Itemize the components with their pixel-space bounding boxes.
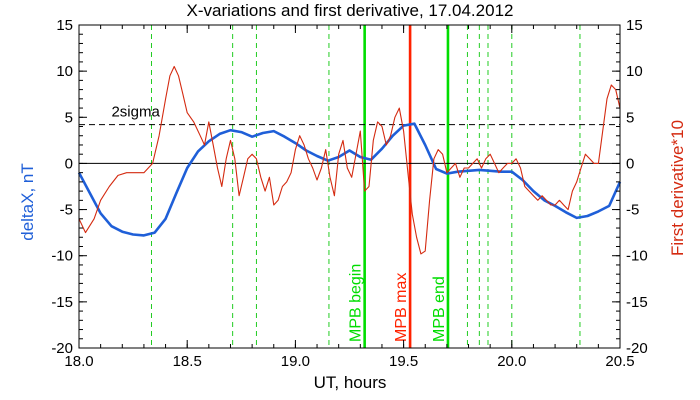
marker-label: MPB max <box>393 273 410 342</box>
y-tick-label-right: 10 <box>626 63 643 80</box>
marker-label: MPB begin <box>348 264 365 342</box>
chart-title: X-variations and first derivative, 17.04… <box>187 1 514 20</box>
y-tick-label-left: -20 <box>51 340 73 357</box>
y-tick-label-right: 0 <box>626 155 634 172</box>
y-tick-label-left: 10 <box>56 63 73 80</box>
x-tick-label: 19.0 <box>281 353 310 370</box>
y-tick-label-right: -15 <box>626 294 648 311</box>
y-tick-label-left: -15 <box>51 294 73 311</box>
plot-frame <box>78 24 621 349</box>
x-tick-label: 20.5 <box>605 353 634 370</box>
y-tick-label-left: -5 <box>60 202 73 219</box>
y-tick-label-right: 5 <box>626 109 634 126</box>
y-axis-label-left: deltaX, nT <box>18 163 37 241</box>
y-tick-label-left: -10 <box>51 248 73 265</box>
x-tick-label: 18.5 <box>173 353 202 370</box>
y-tick-label-right: -5 <box>626 202 639 219</box>
marker-label: MPB end <box>431 276 448 342</box>
x-tick-label: 19.5 <box>389 353 418 370</box>
y-tick-label-left: 15 <box>56 17 73 34</box>
x-tick-label: 20.0 <box>497 353 526 370</box>
x-axis-label: UT, hours <box>314 373 387 392</box>
series-derivative-line <box>78 65 621 255</box>
sigma-annotation: 2sigma <box>111 104 160 121</box>
y-tick-label-left: 5 <box>65 109 73 126</box>
y-tick-label-right: -20 <box>626 340 648 357</box>
x-tick-label: 18.0 <box>64 353 93 370</box>
y-tick-label-right: 15 <box>626 17 643 34</box>
series-deltax-line <box>77 122 622 237</box>
y-tick-label-right: -10 <box>626 248 648 265</box>
y-tick-label-left: 0 <box>65 155 73 172</box>
y-axis-label-right: First derivative*10 <box>668 120 687 256</box>
